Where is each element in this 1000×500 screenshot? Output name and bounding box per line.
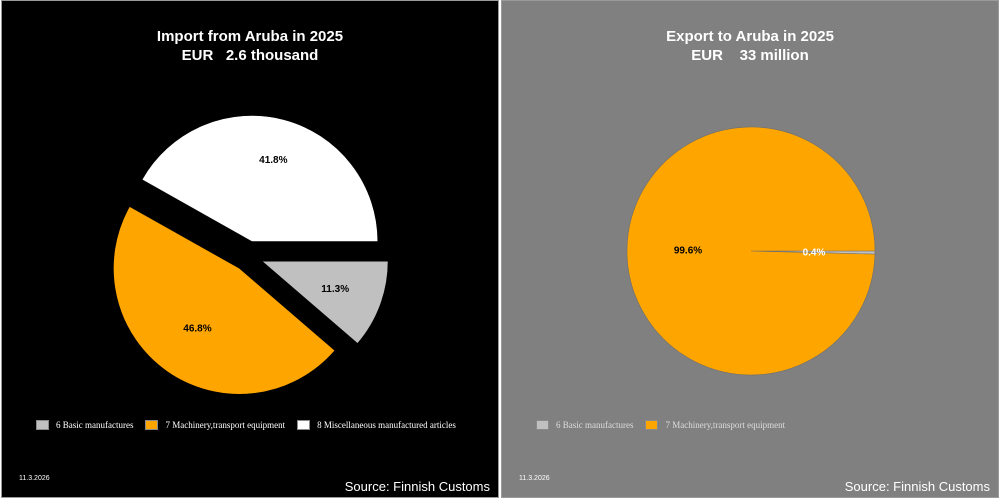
export-legend-swatch-basic-manufactures (536, 420, 549, 430)
export-source: Source: Finnish Customs (844, 479, 990, 494)
export-legend-label-basic-manufactures: 6 Basic manufactures (556, 420, 634, 430)
export-legend-label-machinery: 7 Machinery,transport equipment (665, 420, 786, 430)
import-legend-swatch-miscellaneous (297, 420, 311, 430)
import-pie-chart: 11.3% 46.8% 41.8% (113, 115, 389, 395)
export-legend-item-basic-manufactures: 6 Basic manufactures (536, 420, 633, 430)
export-chart-panel: Export to Aruba in 2025 EUR 33 million 0… (501, 0, 999, 498)
export-legend: 6 Basic manufactures 7 Machinery,transpo… (536, 420, 797, 430)
import-legend-item-miscellaneous: 8 Miscellaneous manufactured articles (297, 420, 456, 430)
import-legend-label-basic-manufactures: 6 Basic manufactures (56, 420, 134, 430)
pie-slice-6-basic-manufactures (261, 260, 389, 344)
import-chart-panel: Import from Aruba in 2025 EUR 2.6 thousa… (1, 0, 499, 498)
pie-slice-label: 41.8% (259, 155, 287, 166)
export-title-line-2: EUR 33 million (691, 47, 809, 64)
import-legend-swatch-machinery (145, 420, 159, 430)
export-title-line-1: Export to Aruba in 2025 (666, 28, 834, 45)
export-chart-title: Export to Aruba in 2025 EUR 33 million (502, 27, 998, 65)
export-legend-swatch-machinery (645, 420, 659, 430)
export-date: 11.3.2026 (519, 475, 550, 482)
import-title-line-2: EUR 2.6 thousand (181, 47, 319, 64)
pie-slice-label: 99.6% (674, 246, 702, 257)
pie-slice-7-machinery-transport-equipment (113, 206, 336, 395)
pie-slice-label: 0.4% (803, 247, 826, 258)
import-title-line-1: Import from Aruba in 2025 (156, 28, 344, 45)
export-legend-item-machinery: 7 Machinery,transport equipment (645, 420, 785, 430)
import-date: 11.3.2026 (19, 475, 50, 482)
import-source: Source: Finnish Customs (344, 479, 490, 494)
import-legend-label-machinery: 7 Machinery,transport equipment (165, 420, 286, 430)
import-chart-title: Import from Aruba in 2025 EUR 2.6 thousa… (2, 27, 498, 65)
pie-slice-7-machinery-transport-equipment (626, 126, 876, 376)
export-pie-chart: 0.4% 99.6% (626, 126, 876, 376)
pie-slice-8-miscellaneous-manufactured-articles (141, 115, 379, 242)
import-legend-item-basic-manufactures: 6 Basic manufactures (36, 420, 133, 430)
import-legend: 6 Basic manufactures 7 Machinery,transpo… (36, 420, 468, 430)
pie-slice-label: 46.8% (183, 324, 211, 335)
pie-slice-label: 11.3% (321, 284, 349, 295)
import-legend-label-miscellaneous: 8 Miscellaneous manufactured articles (317, 420, 456, 430)
import-legend-swatch-basic-manufactures (36, 420, 49, 430)
import-legend-item-machinery: 7 Machinery,transport equipment (145, 420, 285, 430)
